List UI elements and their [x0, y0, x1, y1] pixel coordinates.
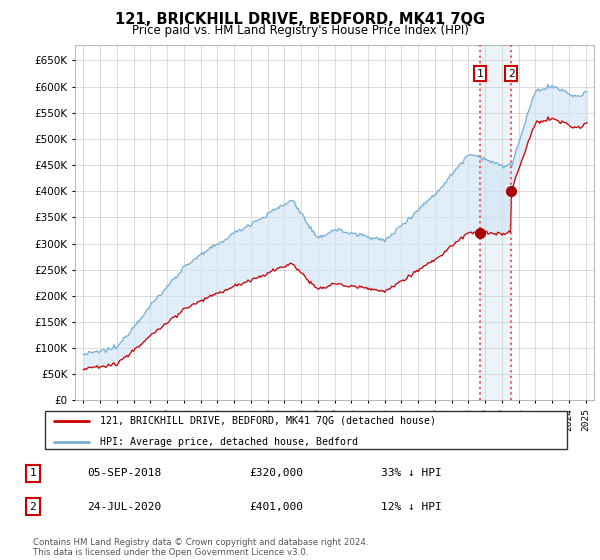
FancyBboxPatch shape — [44, 411, 568, 449]
Text: 33% ↓ HPI: 33% ↓ HPI — [381, 468, 442, 478]
Text: 12% ↓ HPI: 12% ↓ HPI — [381, 502, 442, 512]
Text: HPI: Average price, detached house, Bedford: HPI: Average price, detached house, Bedf… — [100, 437, 358, 446]
Text: 05-SEP-2018: 05-SEP-2018 — [87, 468, 161, 478]
Bar — [480, 45, 511, 400]
Text: 121, BRICKHILL DRIVE, BEDFORD, MK41 7QG (detached house): 121, BRICKHILL DRIVE, BEDFORD, MK41 7QG … — [100, 416, 436, 426]
Text: 2: 2 — [29, 502, 37, 512]
Text: Contains HM Land Registry data © Crown copyright and database right 2024.
This d: Contains HM Land Registry data © Crown c… — [33, 538, 368, 557]
Text: Price paid vs. HM Land Registry's House Price Index (HPI): Price paid vs. HM Land Registry's House … — [131, 24, 469, 36]
Text: £320,000: £320,000 — [249, 468, 303, 478]
Text: £401,000: £401,000 — [249, 502, 303, 512]
Text: 121, BRICKHILL DRIVE, BEDFORD, MK41 7QG: 121, BRICKHILL DRIVE, BEDFORD, MK41 7QG — [115, 12, 485, 27]
Text: 1: 1 — [476, 68, 483, 78]
Text: 2: 2 — [508, 68, 515, 78]
Text: 1: 1 — [29, 468, 37, 478]
Text: 24-JUL-2020: 24-JUL-2020 — [87, 502, 161, 512]
